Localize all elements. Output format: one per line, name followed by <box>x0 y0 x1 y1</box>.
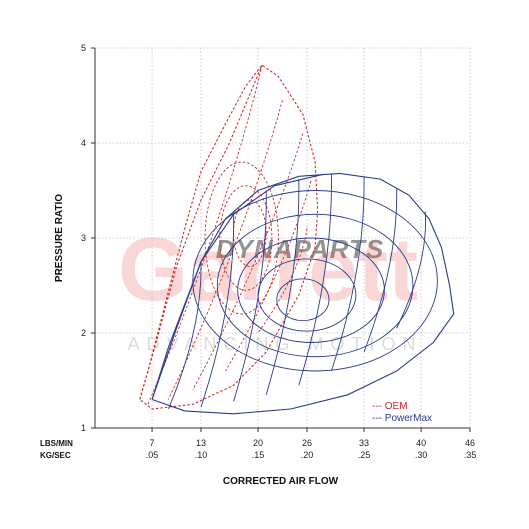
legend-entry-powermax: --- PowerMax <box>372 413 432 424</box>
x-tick-label-kg-0: .05 <box>146 450 159 460</box>
watermark-advancing-motion: ADVANCING MOTION <box>128 334 423 354</box>
tick-labels: 1 2 3 4 5 7 .05 13 .10 20 .15 26 .20 33 .25 40 .30 46 .35 L… <box>40 43 476 487</box>
legend-entry-oem: --- OEM <box>372 401 408 412</box>
x-unit-kg-label: KG/SEC <box>40 451 71 460</box>
x-tick-label-lbs-3: 26 <box>302 438 312 448</box>
y-tick-label-2: 3 <box>81 233 86 243</box>
x-tick-label-lbs-4: 33 <box>359 438 369 448</box>
x-tick-label-kg-2: .15 <box>252 450 265 460</box>
speed-line-oem-1 <box>167 100 283 400</box>
series-oem <box>139 64 319 410</box>
speed-line-powermax-5 <box>330 176 365 372</box>
efficiency-island-oem-2 <box>233 199 267 267</box>
x-unit-lbs-label: LBS/MIN <box>40 439 73 448</box>
series-powermax <box>151 172 455 415</box>
speed-line-powermax-6 <box>363 188 398 353</box>
speed-line-powermax-2 <box>233 190 267 402</box>
map-outline-oem <box>139 64 319 410</box>
x-tick-label-lbs-6: 46 <box>465 438 475 448</box>
x-tick-label-lbs-2: 20 <box>253 438 263 448</box>
efficiency-island-oem-0 <box>204 161 279 315</box>
x-tick-label-kg-6: .35 <box>464 450 477 460</box>
y-tick-label-1: 2 <box>81 328 86 338</box>
x-tick-label-kg-3: .20 <box>301 450 314 460</box>
x-tick-label-kg-1: .10 <box>195 450 208 460</box>
speed-line-powermax-0 <box>167 261 202 410</box>
speed-line-oem-0 <box>147 64 263 405</box>
efficiency-island-powermax-0 <box>192 190 438 372</box>
speed-line-powermax-4 <box>298 174 332 386</box>
surge-line-powermax <box>151 173 324 400</box>
y-tick-label-3: 4 <box>81 138 86 148</box>
x-tick-label-lbs-1: 13 <box>196 438 206 448</box>
watermark-garrett: Garrett <box>118 220 418 320</box>
x-tick-label-lbs-5: 40 <box>416 438 426 448</box>
speed-line-powermax-3 <box>265 179 300 395</box>
surge-line-oem <box>139 64 263 400</box>
grid <box>95 47 471 429</box>
series-layer <box>139 64 455 415</box>
x-axis-title: CORRECTED AIR FLOW <box>223 476 339 487</box>
speed-line-oem-3 <box>225 180 312 372</box>
efficiency-island-oem-1 <box>219 185 273 291</box>
x-tick-label-kg-5: .30 <box>415 450 428 460</box>
y-axis-title: PRESSURE RATIO <box>54 194 65 282</box>
x-tick-label-lbs-0: 7 <box>150 438 155 448</box>
legend: --- OEM--- PowerMax <box>372 401 432 424</box>
x-tick-label-kg-4: .25 <box>358 450 371 460</box>
efficiency-island-powermax-4 <box>276 278 330 322</box>
speed-line-powermax-1 <box>200 214 235 408</box>
speed-line-oem-2 <box>192 133 304 391</box>
y-tick-label-0: 1 <box>81 423 86 433</box>
speed-line-powermax-7 <box>396 211 426 329</box>
y-tick-label-4: 5 <box>81 43 86 53</box>
map-outline-powermax <box>151 172 455 415</box>
efficiency-island-powermax-1 <box>216 213 414 358</box>
